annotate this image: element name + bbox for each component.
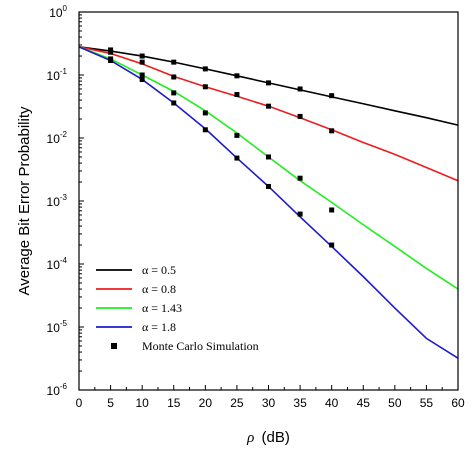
y-tick-label: 10-6 <box>47 382 68 398</box>
series-line-1 <box>78 46 459 126</box>
monte-carlo-point <box>329 242 335 248</box>
monte-carlo-point <box>202 127 208 133</box>
y-tick-exponent: -5 <box>60 319 68 328</box>
y-tick-base: 10 <box>47 195 61 209</box>
monte-carlo-point <box>234 92 240 98</box>
y-tick-label: 10-2 <box>47 130 68 146</box>
x-tick-label: 45 <box>357 396 371 410</box>
monte-carlo-point <box>266 103 271 109</box>
monte-carlo-point <box>108 49 114 55</box>
y-tick-exponent: -1 <box>60 67 68 76</box>
monte-carlo-point <box>266 183 271 189</box>
monte-carlo-point <box>139 72 145 78</box>
y-tick-label: 10-5 <box>47 319 68 335</box>
monte-carlo-point <box>171 90 177 96</box>
series-line-2 <box>78 46 459 182</box>
x-axis-title: ρ (dB) <box>246 429 290 446</box>
legend-label-3: α = 1.43 <box>142 301 182 315</box>
x-tick-label: 35 <box>293 396 307 410</box>
y-tick-base: 10 <box>47 132 61 146</box>
x-axis-ticks: 0 5 10 15 20 25 30 35 40 45 50 55 60 <box>76 385 465 410</box>
x-tick-label: 0 <box>76 396 83 410</box>
monte-carlo-point <box>329 207 335 213</box>
x-tick-label: 5 <box>107 396 114 410</box>
monte-carlo-point <box>234 73 240 79</box>
legend-label-4: α = 1.8 <box>142 320 176 334</box>
plot-frame <box>78 11 459 391</box>
monte-carlo-point <box>297 175 303 181</box>
y-tick-label: 100 <box>49 4 67 20</box>
x-tick-label: 20 <box>199 396 213 410</box>
monte-carlo-point <box>266 154 271 160</box>
y-tick-label: 10-3 <box>47 193 68 209</box>
monte-carlo-point <box>171 100 177 106</box>
y-tick-exponent: -6 <box>60 382 68 391</box>
monte-carlo-point <box>329 128 335 134</box>
legend: α = 0.5 α = 0.8 α = 1.43 α = 1.8 Monte Carlo… <box>96 263 259 353</box>
y-tick-base: 10 <box>49 6 63 20</box>
y-axis-title: Average Bit Error Probability <box>16 106 33 295</box>
x-tick-label: 40 <box>325 396 339 410</box>
monte-carlo-point <box>297 211 303 217</box>
monte-carlo-markers <box>108 47 335 248</box>
y-tick-label: 10-4 <box>47 256 68 272</box>
monte-carlo-point <box>139 59 145 65</box>
x-tick-label: 15 <box>167 396 181 410</box>
x-axis-symbol: ρ <box>246 430 254 446</box>
monte-carlo-point <box>171 74 177 80</box>
monte-carlo-point <box>139 76 145 82</box>
monte-carlo-point <box>234 155 240 161</box>
y-tick-base: 10 <box>47 321 61 335</box>
x-tick-label: 10 <box>135 396 149 410</box>
y-tick-base: 10 <box>47 384 61 398</box>
x-tick-label: 50 <box>388 396 402 410</box>
x-tick-label: 25 <box>230 396 244 410</box>
monte-carlo-point <box>329 93 335 99</box>
legend-marker <box>111 343 117 349</box>
monte-carlo-point <box>234 132 240 138</box>
x-tick-label: 30 <box>262 396 276 410</box>
series-line-4 <box>78 46 459 359</box>
monte-carlo-point <box>297 86 303 92</box>
x-tick-label: 60 <box>451 396 465 410</box>
y-tick-exponent: -4 <box>60 256 68 265</box>
monte-carlo-point <box>202 84 208 90</box>
monte-carlo-point <box>297 113 303 119</box>
y-tick-exponent: 0 <box>63 4 68 13</box>
y-tick-base: 10 <box>47 69 61 83</box>
monte-carlo-point <box>266 80 271 86</box>
monte-carlo-point <box>171 59 177 65</box>
series-lines <box>78 46 459 359</box>
monte-carlo-point <box>202 110 208 116</box>
x-tick-label: 55 <box>420 396 434 410</box>
legend-label-monte-carlo: Monte Carlo Simulation <box>142 339 259 353</box>
monte-carlo-point <box>139 53 145 59</box>
y-tick-exponent: -2 <box>60 130 68 139</box>
y-tick-base: 10 <box>47 258 61 272</box>
x-axis-unit: (dB) <box>262 429 290 446</box>
legend-label-2: α = 0.8 <box>142 282 176 296</box>
monte-carlo-point <box>108 57 114 63</box>
y-tick-label: 10-1 <box>47 67 68 83</box>
monte-carlo-point <box>202 66 208 72</box>
legend-label-1: α = 0.5 <box>142 263 176 277</box>
y-tick-exponent: -3 <box>60 193 68 202</box>
